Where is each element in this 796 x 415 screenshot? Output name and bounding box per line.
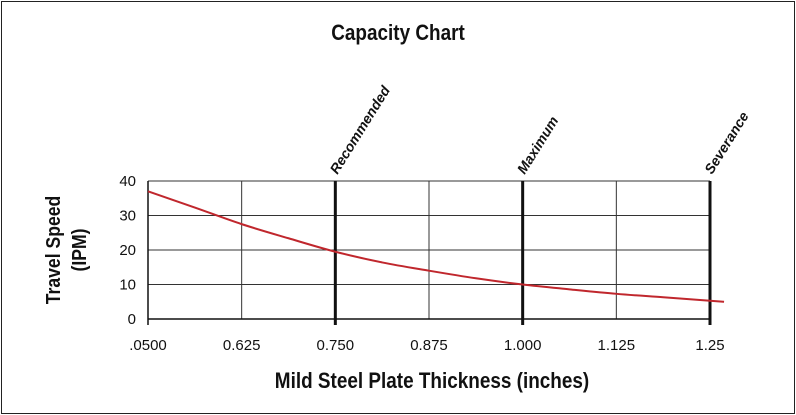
y-tick-label: 20: [119, 242, 136, 259]
x-tick-label: 1.000: [504, 337, 542, 354]
series-line: [147, 190, 725, 303]
x-tick-label: 0.875: [410, 337, 448, 354]
chart-title: Capacity Chart: [331, 20, 465, 45]
y-tick-label: 40: [119, 173, 136, 190]
y-tick-label: 0: [128, 311, 136, 328]
capacity-marker-label: Recommended: [326, 83, 393, 177]
capacity-marker-label: Maximum: [514, 113, 562, 176]
x-tick-label: 1.25: [695, 337, 724, 354]
capacity-marker-label: Severance: [701, 109, 752, 177]
x-tick-label: .0500: [129, 337, 167, 354]
y-tick-label: 10: [119, 277, 136, 294]
x-tick-label: 1.125: [598, 337, 636, 354]
x-tick-label: 0.750: [317, 337, 355, 354]
x-tick-label: 0.625: [223, 337, 261, 354]
x-axis-label: Mild Steel Plate Thickness (inches): [274, 368, 590, 393]
y-tick-label: 30: [119, 208, 136, 225]
